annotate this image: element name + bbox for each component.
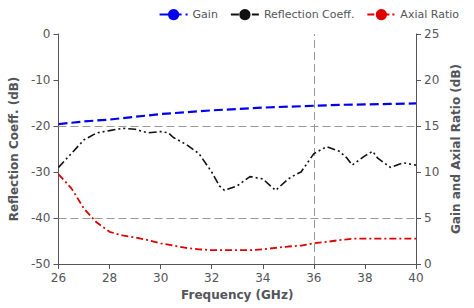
svg-text:36: 36: [306, 271, 321, 285]
svg-text:28: 28: [102, 271, 117, 285]
svg-text:25: 25: [424, 27, 439, 41]
svg-text:Axial Ratio: Axial Ratio: [400, 8, 459, 21]
svg-text:32: 32: [204, 271, 219, 285]
svg-text:Gain and Axial Ratio (dB): Gain and Axial Ratio (dB): [449, 64, 463, 234]
svg-text:-20: -20: [31, 119, 51, 133]
svg-text:10: 10: [424, 165, 439, 179]
svg-text:15: 15: [424, 119, 439, 133]
svg-text:0: 0: [43, 27, 51, 41]
svg-text:40: 40: [408, 271, 423, 285]
svg-text:26: 26: [51, 271, 66, 285]
svg-text:20: 20: [424, 73, 439, 87]
svg-text:-40: -40: [31, 211, 51, 225]
svg-text:5: 5: [424, 211, 432, 225]
svg-text:Reflection Coeff. (dB): Reflection Coeff. (dB): [7, 77, 21, 222]
svg-text:Frequency (GHz): Frequency (GHz): [181, 288, 293, 302]
svg-text:-10: -10: [31, 73, 51, 87]
svg-text:0: 0: [424, 257, 432, 271]
svg-text:30: 30: [153, 271, 168, 285]
svg-text:38: 38: [357, 271, 372, 285]
svg-text:-30: -30: [31, 165, 51, 179]
svg-text:-50: -50: [31, 257, 51, 271]
svg-text:Gain: Gain: [193, 8, 218, 21]
svg-text:Reflection Coeff.: Reflection Coeff.: [264, 8, 354, 21]
svg-text:34: 34: [255, 271, 270, 285]
